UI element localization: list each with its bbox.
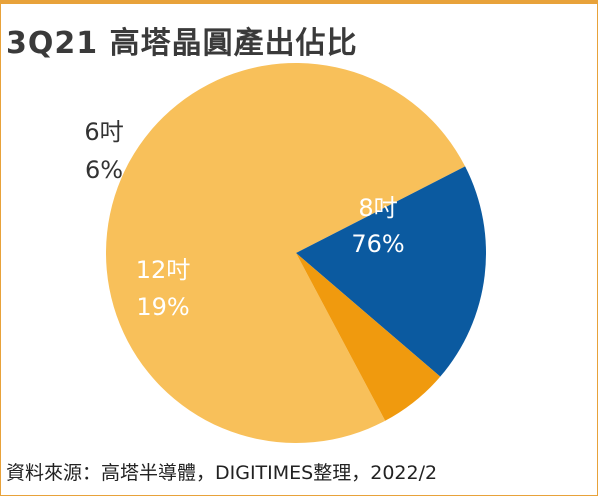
slice-label-12in-name: 12吋 <box>136 256 191 284</box>
slice-label-12in-value: 19% <box>136 293 189 321</box>
pie-slice-12in <box>296 166 486 377</box>
slice-label-6in-name: 6吋 <box>84 118 123 146</box>
slice-label-8in-name: 8吋 <box>358 194 397 222</box>
chart-title: 3Q21 高塔晶圓產出佔比 <box>6 26 358 61</box>
pie-slice-6in <box>296 253 441 421</box>
pie-chart: 8吋 76% 12吋 19% 6吋 6% <box>84 63 486 444</box>
slice-label-8in-value: 76% <box>351 230 404 258</box>
slice-label-6in-value: 6% <box>85 156 123 184</box>
pie-slices <box>106 63 486 444</box>
pie-slice-8in <box>106 63 466 444</box>
source-note: 資料來源：高塔半導體，DIGITIMES整理，2022/2 <box>6 462 438 484</box>
